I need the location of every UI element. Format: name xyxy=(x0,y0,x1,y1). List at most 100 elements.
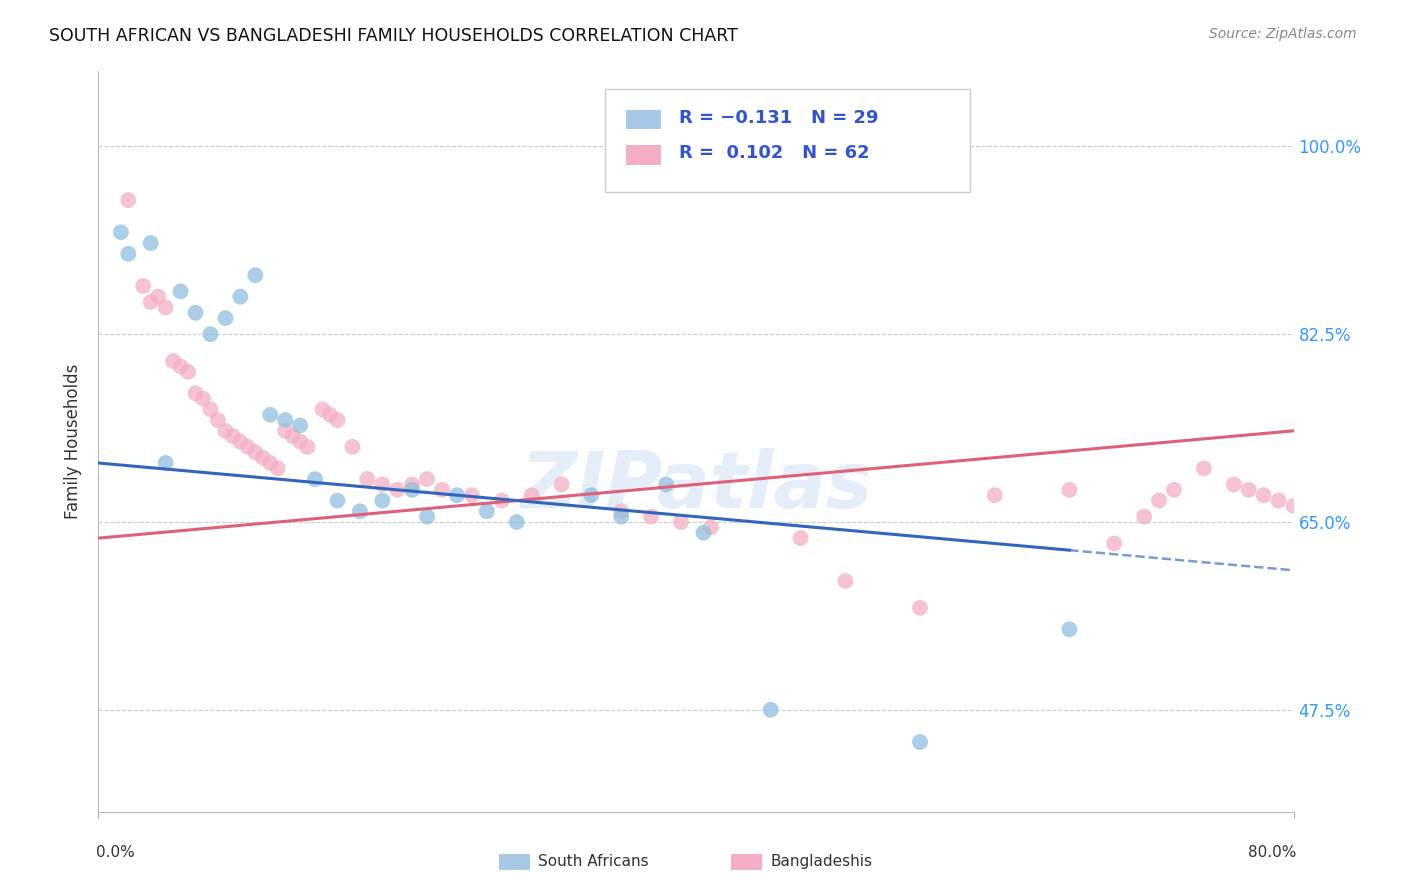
Point xyxy=(1267,493,1289,508)
Point xyxy=(229,290,252,304)
Point xyxy=(281,429,304,443)
Point xyxy=(759,703,782,717)
Point xyxy=(191,392,214,406)
Point xyxy=(1059,623,1081,637)
Point xyxy=(297,440,319,454)
Point xyxy=(245,268,267,283)
Point xyxy=(200,402,222,417)
Point xyxy=(1282,499,1305,513)
Point xyxy=(274,413,297,427)
Point xyxy=(371,493,394,508)
Point xyxy=(550,477,572,491)
Point xyxy=(401,483,423,497)
Point xyxy=(117,246,139,260)
Point xyxy=(207,413,229,427)
Text: SOUTH AFRICAN VS BANGLADESHI FAMILY HOUSEHOLDS CORRELATION CHART: SOUTH AFRICAN VS BANGLADESHI FAMILY HOUS… xyxy=(49,27,738,45)
Point xyxy=(581,488,603,502)
Point xyxy=(610,504,633,518)
Point xyxy=(259,408,281,422)
Text: Source: ZipAtlas.com: Source: ZipAtlas.com xyxy=(1209,27,1357,41)
Point xyxy=(214,424,236,438)
Point xyxy=(1192,461,1215,475)
Point xyxy=(1312,504,1334,518)
Point xyxy=(236,440,259,454)
Point xyxy=(229,434,252,449)
Text: Bangladeshis: Bangladeshis xyxy=(770,855,873,869)
Point xyxy=(259,456,281,470)
Point xyxy=(416,472,439,486)
Point xyxy=(1253,488,1275,502)
Point xyxy=(184,306,207,320)
Point xyxy=(342,440,364,454)
Point xyxy=(110,225,132,239)
Point xyxy=(385,483,409,497)
Point xyxy=(491,493,513,508)
Point xyxy=(132,279,155,293)
Point xyxy=(834,574,856,588)
Point xyxy=(610,509,633,524)
Point xyxy=(700,520,723,534)
Point xyxy=(326,493,349,508)
Point xyxy=(177,365,200,379)
Point xyxy=(1147,493,1170,508)
Text: South Africans: South Africans xyxy=(538,855,650,869)
Point xyxy=(1343,515,1365,529)
Point xyxy=(155,456,177,470)
Point xyxy=(461,488,484,502)
Point xyxy=(1104,536,1126,550)
Point xyxy=(139,295,162,310)
Point xyxy=(311,402,333,417)
Point xyxy=(349,504,371,518)
Point xyxy=(288,418,311,433)
Y-axis label: Family Households: Family Households xyxy=(65,364,83,519)
Point xyxy=(416,509,439,524)
Point xyxy=(1133,509,1156,524)
Point xyxy=(162,354,184,368)
Point xyxy=(669,515,692,529)
Point xyxy=(222,429,245,443)
Point xyxy=(655,477,678,491)
Text: 0.0%: 0.0% xyxy=(96,845,135,860)
Point xyxy=(117,193,139,207)
Point xyxy=(789,531,811,545)
Point xyxy=(1223,477,1246,491)
Point xyxy=(401,477,423,491)
Point xyxy=(304,472,326,486)
Point xyxy=(288,434,311,449)
Point xyxy=(506,515,529,529)
Point xyxy=(214,311,236,326)
Point xyxy=(148,290,170,304)
Text: ZIPatlas: ZIPatlas xyxy=(520,448,872,524)
Point xyxy=(1163,483,1185,497)
Point xyxy=(908,735,931,749)
Point xyxy=(267,461,290,475)
Point xyxy=(475,504,498,518)
Point xyxy=(692,525,714,540)
Point xyxy=(319,408,342,422)
Point xyxy=(1402,520,1406,534)
Point xyxy=(200,327,222,342)
Point xyxy=(1237,483,1260,497)
Point xyxy=(326,413,349,427)
Point xyxy=(640,509,662,524)
Point xyxy=(169,285,191,299)
Point xyxy=(139,235,162,250)
Point xyxy=(430,483,453,497)
Point xyxy=(908,600,931,615)
Point xyxy=(984,488,1007,502)
Point xyxy=(1372,762,1395,776)
Point xyxy=(252,450,274,465)
Point xyxy=(371,477,394,491)
Point xyxy=(520,488,543,502)
Point xyxy=(155,301,177,315)
Point xyxy=(446,488,468,502)
Point xyxy=(169,359,191,374)
Text: 80.0%: 80.0% xyxy=(1247,845,1296,860)
Text: R = −0.131   N = 29: R = −0.131 N = 29 xyxy=(679,109,879,127)
Point xyxy=(274,424,297,438)
Point xyxy=(184,386,207,401)
Point xyxy=(1059,483,1081,497)
Text: R =  0.102   N = 62: R = 0.102 N = 62 xyxy=(679,145,870,162)
Point xyxy=(356,472,378,486)
Point xyxy=(245,445,267,459)
